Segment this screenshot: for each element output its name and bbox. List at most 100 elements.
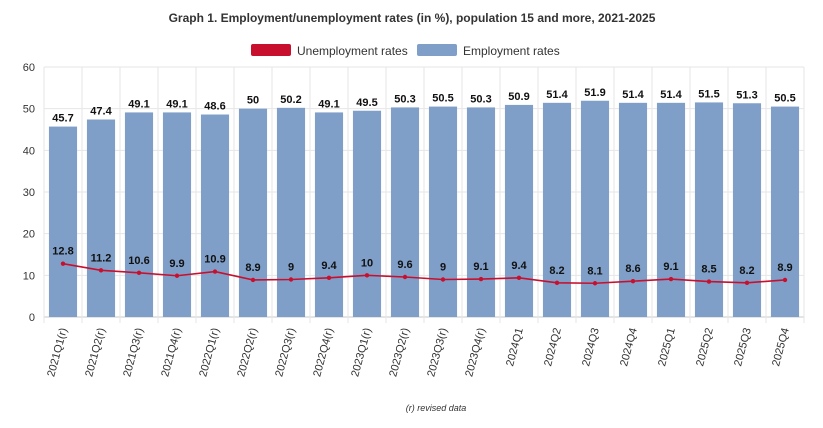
data-label-employment: 50.5 xyxy=(774,93,795,105)
y-tick-label: 10 xyxy=(23,270,35,282)
legend-item-employment[interactable]: Employment rates xyxy=(417,44,560,58)
bar-employment[interactable] xyxy=(466,107,496,318)
data-label-employment: 49.1 xyxy=(318,98,339,110)
point-unemployment[interactable] xyxy=(744,280,750,286)
data-label-employment: 47.4 xyxy=(90,106,112,118)
legend-swatch-employment xyxy=(417,44,457,56)
point-unemployment[interactable] xyxy=(706,279,712,284)
point-unemployment[interactable] xyxy=(592,281,598,286)
bar-employment[interactable] xyxy=(276,107,306,317)
y-tick-label: 30 xyxy=(23,187,35,199)
point-unemployment[interactable] xyxy=(440,277,446,282)
x-tick-label: 2023Q2(r) xyxy=(387,327,412,379)
bar-employment[interactable] xyxy=(124,112,154,318)
x-tick-label: 2024Q1 xyxy=(504,327,526,368)
legend-item-unemployment[interactable]: Unemployment rates xyxy=(251,44,408,58)
point-unemployment[interactable] xyxy=(98,268,104,273)
x-tick-label: 2023Q4(r) xyxy=(463,327,488,379)
x-tick-label: 2025Q3 xyxy=(732,327,754,368)
x-axis: 2021Q1(r) 2021Q2(r) 2021Q3(r) 2021Q4(r) 2022… xyxy=(45,327,792,379)
bar-employment[interactable] xyxy=(200,114,230,318)
x-tick-label: 2021Q2(r) xyxy=(83,327,108,379)
data-label-unemployment: 9.6 xyxy=(397,259,412,271)
x-tick-label: 2022Q4(r) xyxy=(311,327,336,379)
data-label-unemployment: 9 xyxy=(440,262,446,274)
data-label-employment: 49.1 xyxy=(128,98,149,110)
x-tick-label: 2023Q3(r) xyxy=(425,327,450,379)
data-label-unemployment: 9.9 xyxy=(169,258,184,270)
grid-layer xyxy=(43,66,805,323)
x-tick-label: 2025Q2 xyxy=(694,327,716,368)
data-label-unemployment: 10.9 xyxy=(204,254,225,266)
data-label-employment: 49.5 xyxy=(356,97,377,109)
chart-title: Graph 1. Employment/unemployment rates (… xyxy=(169,11,656,25)
data-label-unemployment: 11.2 xyxy=(91,252,112,264)
point-unemployment[interactable] xyxy=(250,277,256,283)
point-unemployment[interactable] xyxy=(516,275,522,281)
data-label-employment: 50.9 xyxy=(508,91,529,103)
point-unemployment[interactable] xyxy=(630,278,636,284)
point-unemployment[interactable] xyxy=(212,269,218,274)
y-tick-label: 40 xyxy=(23,145,35,157)
data-label-unemployment: 9.4 xyxy=(511,260,527,272)
data-label-unemployment: 9.1 xyxy=(663,261,678,273)
bar-employment[interactable] xyxy=(504,104,534,318)
data-label-employment: 49.1 xyxy=(166,98,187,110)
point-unemployment[interactable] xyxy=(668,276,674,282)
data-label-unemployment: 8.6 xyxy=(625,263,640,275)
data-label-unemployment: 9.1 xyxy=(473,261,488,273)
bar-employment[interactable] xyxy=(390,107,420,318)
point-unemployment[interactable] xyxy=(402,274,408,280)
data-labels: 45.7 47.4 49.1 49.1 48.6 50 50.2 49.1 49.5 50.3 50… xyxy=(52,87,795,278)
bar-employment[interactable] xyxy=(770,106,800,317)
point-unemployment[interactable] xyxy=(288,277,294,282)
bar-employment[interactable] xyxy=(86,119,116,318)
x-tick-label: 2021Q1(r) xyxy=(45,327,70,379)
point-unemployment[interactable] xyxy=(478,276,484,282)
data-label-employment: 45.7 xyxy=(52,113,73,125)
point-unemployment[interactable] xyxy=(554,280,560,286)
point-unemployment[interactable] xyxy=(364,273,370,278)
data-label-unemployment: 10.6 xyxy=(128,255,149,267)
x-tick-label: 2021Q4(r) xyxy=(159,327,184,379)
data-label-unemployment: 10 xyxy=(361,257,373,269)
bar-employment[interactable] xyxy=(352,110,382,317)
point-unemployment[interactable] xyxy=(174,273,180,278)
point-unemployment[interactable] xyxy=(60,261,66,266)
y-tick-label: 0 xyxy=(29,312,35,324)
data-label-employment: 51.5 xyxy=(698,88,719,100)
bar-employment[interactable] xyxy=(48,126,78,317)
bar-employment[interactable] xyxy=(580,100,610,317)
bar-employment[interactable] xyxy=(238,108,268,318)
data-label-employment: 50.2 xyxy=(280,94,301,106)
bar-employment[interactable] xyxy=(694,102,724,318)
bar-employment[interactable] xyxy=(162,112,192,318)
x-tick-label: 2024Q4 xyxy=(618,327,640,368)
data-label-unemployment: 8.5 xyxy=(701,264,716,276)
bar-employment[interactable] xyxy=(618,102,648,317)
x-tick-label: 2024Q3 xyxy=(580,327,602,368)
x-tick-label: 2025Q4 xyxy=(770,327,792,368)
y-tick-label: 20 xyxy=(23,229,35,241)
point-unemployment[interactable] xyxy=(782,277,788,283)
point-unemployment[interactable] xyxy=(326,275,332,281)
x-tick-label: 2025Q1 xyxy=(656,327,678,368)
x-tick-label: 2022Q2(r) xyxy=(235,327,260,379)
point-unemployment[interactable] xyxy=(136,270,142,276)
data-label-employment: 50 xyxy=(247,95,259,107)
legend-label-unemployment: Unemployment rates xyxy=(297,44,408,58)
x-tick-label: 2023Q1(r) xyxy=(349,327,374,379)
y-axis: 0 10 20 30 40 50 60 xyxy=(23,62,35,324)
data-label-employment: 51.3 xyxy=(736,89,757,101)
data-label-unemployment: 9.4 xyxy=(321,260,337,272)
legend: Unemployment rates Employment rates xyxy=(251,44,560,58)
line-unemployment xyxy=(60,261,788,286)
data-label-employment: 51.4 xyxy=(546,89,568,101)
bar-employment[interactable] xyxy=(314,112,344,318)
data-label-employment: 51.9 xyxy=(584,87,605,99)
y-tick-label: 60 xyxy=(23,62,35,74)
bar-employment[interactable] xyxy=(656,102,686,317)
bar-employment[interactable] xyxy=(428,106,458,317)
x-tick-label: 2022Q1(r) xyxy=(197,327,222,379)
